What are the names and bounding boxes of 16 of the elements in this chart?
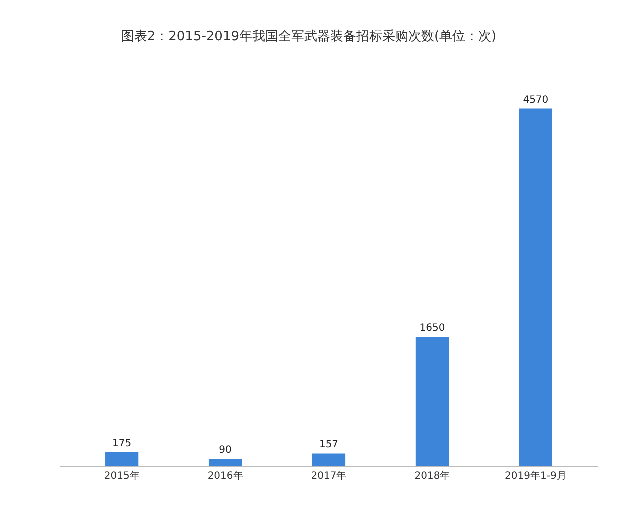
x-tick-label: 2016年 <box>208 470 244 482</box>
data-label: 4570 <box>523 94 549 106</box>
bar <box>416 337 450 466</box>
data-label: 90 <box>219 444 232 456</box>
bar <box>208 458 242 466</box>
data-label: 1650 <box>420 323 446 334</box>
bar <box>106 452 139 466</box>
bar <box>312 454 346 466</box>
chart-title: 图表2：2015-2019年我国全军武器装备招标采购次数(单位：次) <box>121 29 497 44</box>
data-label: 157 <box>319 440 339 451</box>
x-tick-label: 2015年 <box>104 470 140 482</box>
x-tick-label: 2017年 <box>311 470 347 482</box>
data-label: 175 <box>112 438 132 450</box>
x-tick-label: 2018年 <box>414 470 450 482</box>
bar <box>519 108 552 466</box>
x-tick-label: 2019年1-9月 <box>505 470 567 482</box>
